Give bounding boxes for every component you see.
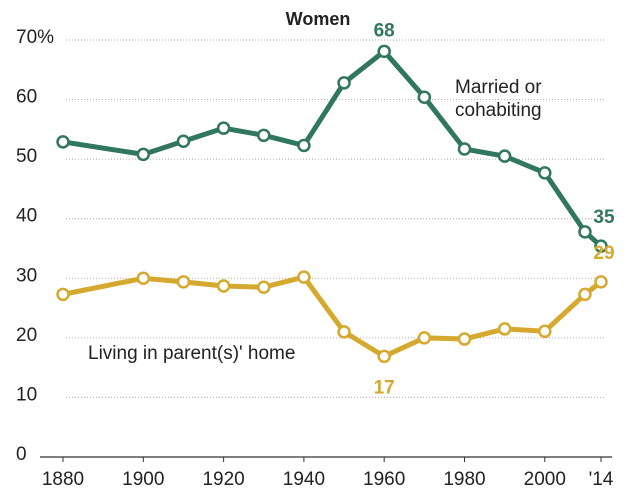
data-point [417, 331, 432, 345]
y-tick-label: 50 [16, 146, 37, 167]
data-point [457, 332, 472, 346]
y-tick-label: 40 [16, 206, 37, 227]
value-label: 29 [593, 243, 614, 264]
data-point [538, 324, 552, 339]
data-point [176, 134, 191, 149]
data-point [56, 135, 70, 149]
series-label: Married or cohabiting [455, 77, 542, 121]
data-point [497, 322, 512, 336]
y-tick-label: 70% [16, 27, 54, 48]
x-tick-label: 1880 [42, 469, 84, 490]
y-tick-label: 60 [16, 87, 37, 108]
y-tick-label: 10 [16, 384, 37, 405]
value-label: 35 [593, 207, 615, 228]
data-point [216, 279, 231, 293]
data-point [538, 166, 552, 180]
series-label: Living in parent(s)' home [88, 343, 296, 364]
x-tick-label: 1940 [283, 469, 325, 490]
value-label: 17 [374, 377, 395, 398]
data-point [297, 270, 311, 284]
data-point [337, 76, 351, 90]
data-point [497, 149, 512, 163]
data-point [136, 147, 151, 162]
x-tick-label: 1980 [443, 469, 485, 490]
chart-title: Women [286, 9, 351, 29]
data-point [594, 275, 608, 289]
series-line [62, 48, 603, 248]
data-point [578, 225, 592, 239]
data-point [337, 325, 351, 339]
y-tick-label: 30 [16, 265, 37, 286]
value-label: 68 [374, 20, 395, 41]
data-point [297, 138, 311, 153]
data-point [216, 121, 231, 135]
data-point [578, 287, 592, 302]
data-point [136, 271, 151, 286]
x-tick-label: 2000 [524, 469, 566, 490]
data-point [594, 239, 608, 253]
data-point [377, 44, 391, 59]
x-tick-label: 1900 [122, 469, 164, 490]
data-point [377, 349, 391, 364]
y-tick-label: 20 [16, 325, 37, 346]
x-tick-label: '14 [589, 469, 614, 490]
x-tick-label: 1960 [363, 469, 405, 490]
data-point [56, 287, 70, 302]
data-point [256, 280, 271, 294]
x-tick-label: 1920 [202, 469, 244, 490]
data-point [256, 128, 271, 143]
y-tick-label: 0 [16, 444, 27, 465]
data-point [457, 142, 472, 156]
data-point [417, 90, 432, 104]
data-point [176, 275, 191, 289]
